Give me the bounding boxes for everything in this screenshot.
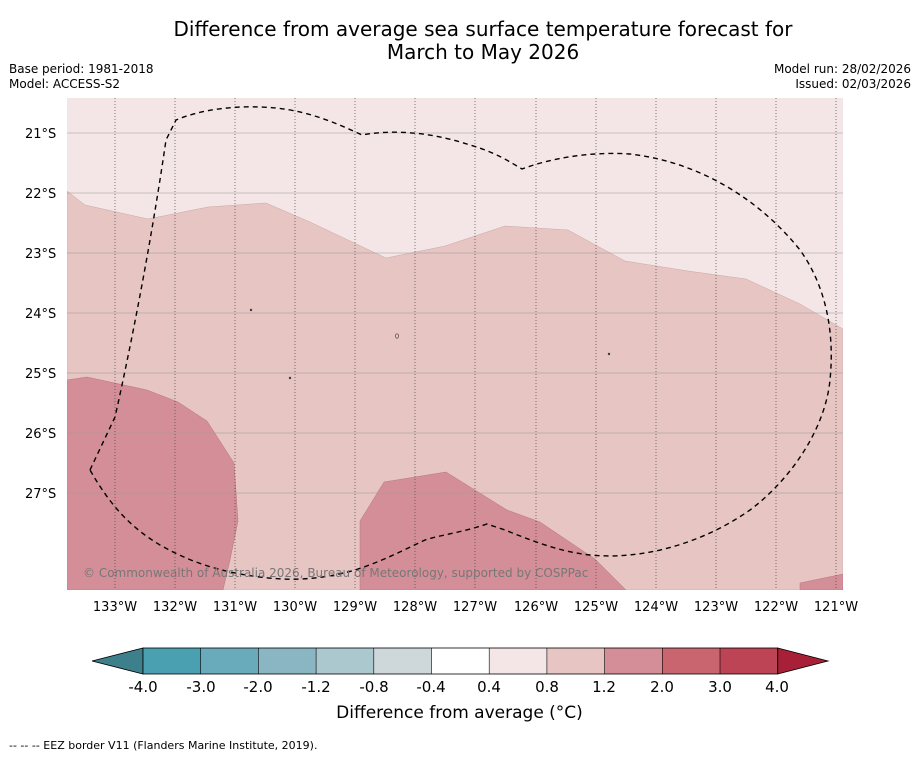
lat-label: 25°S bbox=[25, 367, 56, 382]
colorbar-tick: -4.0 bbox=[128, 678, 157, 696]
model-name: Model: ACCESS-S2 bbox=[9, 77, 121, 91]
colorbar-tick: -0.8 bbox=[359, 678, 388, 696]
colorbar-tick: -0.4 bbox=[416, 678, 445, 696]
colorbar-segment bbox=[604, 648, 663, 674]
colorbar-tick: 2.0 bbox=[650, 678, 674, 696]
colorbar-extend-high bbox=[777, 647, 830, 675]
lon-label: 130°W bbox=[273, 600, 317, 615]
colorbar-segment bbox=[662, 648, 721, 674]
colorbar-segment bbox=[143, 648, 202, 674]
latitude-gridlines bbox=[67, 132, 843, 494]
islands bbox=[249, 308, 611, 380]
colorbar-tick-labels: -4.0 -3.0 -2.0 -1.2 -0.8 -0.4 0.4 0.8 1.… bbox=[128, 678, 789, 696]
lon-label: 126°W bbox=[514, 600, 558, 615]
map-area: © Commonwealth of Australia 2026, Bureau… bbox=[67, 98, 843, 590]
lat-label: 27°S bbox=[25, 487, 56, 502]
lon-label: 121°W bbox=[814, 600, 858, 615]
colorbar-extend-low bbox=[91, 647, 144, 675]
lon-label: 123°W bbox=[694, 600, 738, 615]
lat-label: 23°S bbox=[25, 247, 56, 262]
lat-label: 26°S bbox=[25, 427, 56, 442]
colorbar-tick: 3.0 bbox=[708, 678, 732, 696]
colorbar-tick: 1.2 bbox=[592, 678, 616, 696]
copyright-notice: © Commonwealth of Australia 2026, Bureau… bbox=[83, 566, 588, 580]
longitude-gridlines bbox=[114, 98, 837, 590]
lon-label: 131°W bbox=[213, 600, 257, 615]
longitude-labels: 133°W 132°W 131°W 130°W 129°W 128°W 127°… bbox=[93, 600, 858, 615]
title-line-2: March to May 2026 bbox=[386, 40, 580, 64]
lat-label: 24°S bbox=[25, 307, 56, 322]
colorbar-segment bbox=[431, 648, 490, 674]
latitude-labels: 21°S 22°S 23°S 24°S 25°S 26°S 27°S bbox=[25, 127, 56, 502]
title-line-1: Difference from average sea surface temp… bbox=[173, 17, 793, 41]
colorbar-tick: -2.0 bbox=[243, 678, 272, 696]
meta-right: Model run: 28/02/2026 Issued: 02/03/2026 bbox=[774, 62, 911, 92]
lat-label: 21°S bbox=[25, 127, 56, 142]
base-period: Base period: 1981-2018 bbox=[9, 62, 154, 76]
map-title: Difference from average sea surface temp… bbox=[0, 18, 919, 64]
colorbar-tick: -3.0 bbox=[186, 678, 215, 696]
issued-date: Issued: 02/03/2026 bbox=[795, 77, 911, 91]
lon-label: 133°W bbox=[93, 600, 137, 615]
colorbar bbox=[91, 647, 830, 675]
colorbar-label: Difference from average (°C) bbox=[336, 703, 583, 723]
lon-label: 124°W bbox=[634, 600, 678, 615]
colorbar-tick: -1.2 bbox=[301, 678, 330, 696]
lon-label: 128°W bbox=[393, 600, 437, 615]
colorbar-tick: 4.0 bbox=[765, 678, 789, 696]
colorbar-segment bbox=[489, 648, 548, 674]
colorbar-segment bbox=[373, 648, 432, 674]
colorbar-segment bbox=[258, 648, 317, 674]
colorbar-segment bbox=[546, 648, 606, 674]
model-run: Model run: 28/02/2026 bbox=[773, 62, 911, 76]
anomaly-1.2-2.0-region-west bbox=[67, 376, 239, 590]
colorbar-tick: 0.4 bbox=[477, 678, 501, 696]
anomaly-1.2-2.0-region-east bbox=[799, 573, 843, 590]
lon-label: 127°W bbox=[453, 600, 497, 615]
lon-label: 129°W bbox=[333, 600, 377, 615]
lon-label: 132°W bbox=[153, 600, 197, 615]
colorbar-segment bbox=[200, 648, 259, 674]
lon-label: 125°W bbox=[574, 600, 618, 615]
colorbar-segment bbox=[720, 648, 779, 674]
colorbar-segment bbox=[316, 648, 375, 674]
colorbar-border bbox=[142, 647, 779, 675]
lat-label: 22°S bbox=[25, 187, 56, 202]
meta-left: Base period: 1981-2018 Model: ACCESS-S2 bbox=[9, 62, 154, 92]
anomaly-1.2-2.0-region-south bbox=[359, 471, 627, 590]
eez-border bbox=[89, 106, 832, 580]
eez-footnote: -- -- -- EEZ border V11 (Flanders Marine… bbox=[9, 739, 318, 752]
colorbar-tick: 0.8 bbox=[535, 678, 559, 696]
lon-label: 122°W bbox=[754, 600, 798, 615]
anomaly-0.8-1.2-region bbox=[67, 190, 843, 590]
